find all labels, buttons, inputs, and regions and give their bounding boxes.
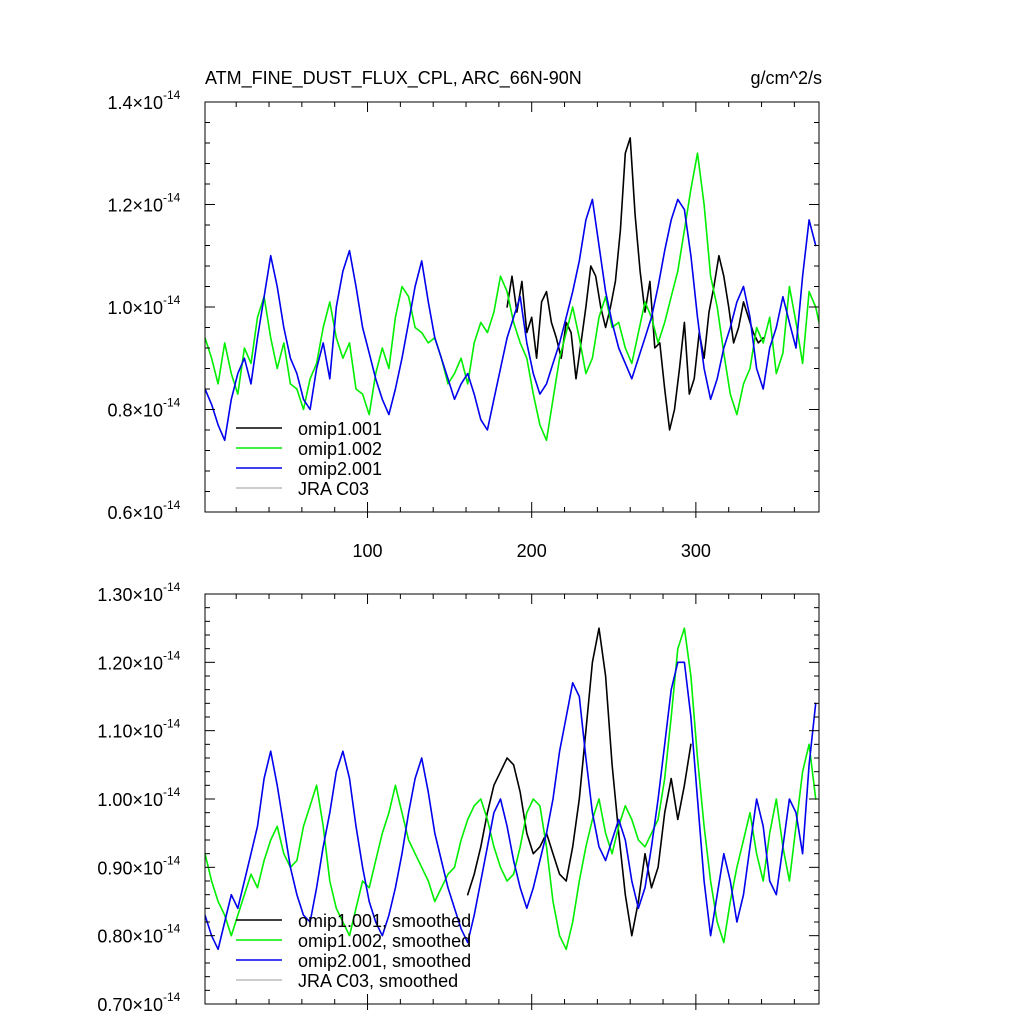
top-ytick-exponent: -14 xyxy=(163,396,181,410)
top-ytick-exponent: -14 xyxy=(163,88,181,102)
top-x-axis: 100 200 300 xyxy=(235,102,795,561)
top-y-axis: 0.6×10 -140.8×10 -141.0×10 -141.2×10 -141.4×… xyxy=(107,88,819,523)
bot-ytick-label: 0.80×10 xyxy=(97,927,163,947)
top-ytick-label: 1.4×10 xyxy=(107,93,163,113)
bot-ytick-exponent: -14 xyxy=(163,922,181,936)
top-series-line-2 xyxy=(205,152,819,442)
bot-series-line-3 xyxy=(205,661,817,951)
top-xtick-label: 100 xyxy=(353,541,383,561)
bot-legend-label-2: omip1.002, smoothed xyxy=(298,931,471,951)
top-ytick-label: 0.6×10 xyxy=(107,503,163,523)
top-ytick-exponent: -14 xyxy=(163,191,181,205)
bot-ytick-label: 1.10×10 xyxy=(97,722,163,742)
top-plot-area xyxy=(205,137,819,442)
bot-legend-label-1: omip1.001, smoothed xyxy=(298,911,471,931)
bot-ytick-exponent: -14 xyxy=(163,853,181,867)
bot-ytick-label: 1.20×10 xyxy=(97,653,163,673)
bot-series-line-2 xyxy=(205,627,817,951)
bot-series-line-1 xyxy=(466,627,692,937)
bottom-x-axis xyxy=(235,594,795,1010)
bot-ytick-label: 0.90×10 xyxy=(97,858,163,878)
bottom-plot-area xyxy=(205,627,817,951)
top-ytick-exponent: -14 xyxy=(163,498,181,512)
top-legend-label-2: omip1.002 xyxy=(298,439,382,459)
bot-ytick-exponent: -14 xyxy=(163,648,181,662)
top-legend-label-3: omip2.001 xyxy=(298,459,382,479)
top-xtick-label: 200 xyxy=(517,541,547,561)
bottom-y-axis: 0.70×10 -140.80×10 -140.90×10 -141.00×10 -14… xyxy=(97,580,819,1015)
top-units: g/cm^2/s xyxy=(751,68,822,88)
top-xtick-label: 300 xyxy=(681,541,711,561)
top-legend-label-1: omip1.001 xyxy=(298,419,382,439)
top-ytick-label: 1.0×10 xyxy=(107,298,163,318)
top-series-line-1 xyxy=(506,137,765,431)
bottom-panel: 0.70×10 -140.80×10 -140.90×10 -141.00×10 -14… xyxy=(97,580,820,1015)
bot-ytick-label: 1.30×10 xyxy=(97,585,163,605)
top-panel: ATM_FINE_DUST_FLUX_CPL, ARC_66N-90N g/cm… xyxy=(107,68,822,561)
top-legend-label-4: JRA C03 xyxy=(298,479,369,499)
bot-ytick-exponent: -14 xyxy=(163,580,181,594)
bot-legend-label-3: omip2.001, smoothed xyxy=(298,951,471,971)
bot-ytick-label: 1.00×10 xyxy=(97,790,163,810)
bot-ytick-exponent: -14 xyxy=(163,990,181,1004)
top-ytick-label: 0.8×10 xyxy=(107,401,163,421)
top-series-line-3 xyxy=(205,198,817,442)
bot-legend-label-4: JRA C03, smoothed xyxy=(298,971,458,991)
bot-ytick-label: 0.70×10 xyxy=(97,995,163,1015)
top-title: ATM_FINE_DUST_FLUX_CPL, ARC_66N-90N xyxy=(205,68,582,89)
bot-ytick-exponent: -14 xyxy=(163,785,181,799)
top-ytick-exponent: -14 xyxy=(163,293,181,307)
top-ytick-label: 1.2×10 xyxy=(107,196,163,216)
bot-ytick-exponent: -14 xyxy=(163,717,181,731)
